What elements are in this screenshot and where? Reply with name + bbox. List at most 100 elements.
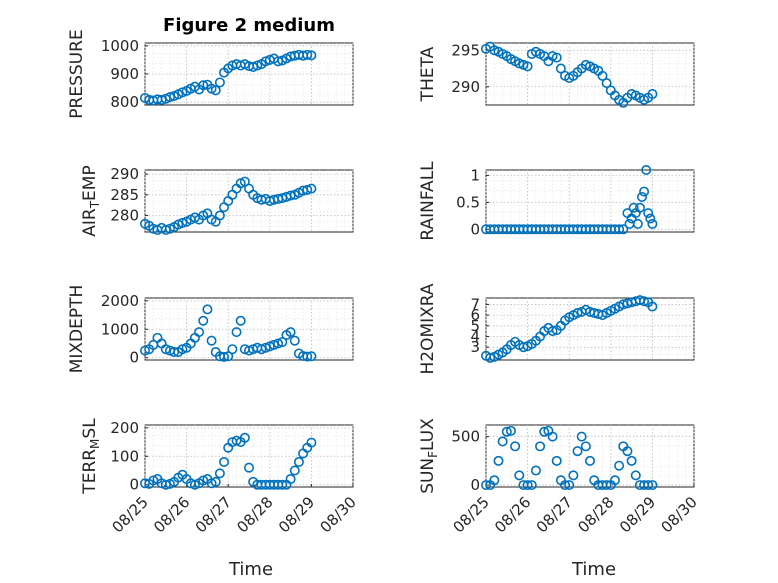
y-tick-label: 5 [470,317,480,335]
data-point [639,186,650,197]
data-point [206,478,217,489]
data-point [277,337,288,348]
y-tick-label: 0 [129,349,139,367]
data-point [214,468,225,479]
data-point [302,49,313,60]
data-point [198,475,209,486]
data-point [140,478,151,489]
data-point [244,462,255,473]
data-point [219,456,230,467]
y-tick-label: 0 [470,476,480,494]
x-tick-label: 08/29 [616,493,659,536]
data-point [518,342,529,353]
data-point [560,480,571,491]
data-point [522,61,533,72]
y-axis-label: MIXDEPTH [67,285,87,374]
axes-box [485,42,695,106]
y-tick-label: 0 [129,476,139,494]
subplot-1: 800 900 1000 PRESSURE [67,29,354,119]
y-axis-label: PRESSURE [67,29,87,118]
y-axis-label-main: AIR [80,208,100,237]
data-point [639,296,650,307]
data-point [252,60,263,71]
subplot-3: 280 285 290 AIRTEMP [80,165,354,237]
x-tick-label: 08/29 [275,493,318,536]
data-point [618,224,629,235]
data-point [239,432,250,443]
data-point [198,80,209,91]
data-point [285,190,296,201]
data-point [177,344,188,355]
data-point [551,455,562,466]
data-point [597,70,608,81]
data-point [210,476,221,487]
data-point [302,184,313,195]
y-tick-label: 4 [470,327,480,345]
data-point [219,351,230,362]
y-axis-label-tail: LUX [418,418,438,451]
y-tick-label: 2000 [101,292,139,310]
data-point [140,345,151,356]
x-tick-label: 08/25 [109,493,152,536]
subplot-2: 290 295 THETA [418,41,695,108]
data-point [601,480,612,491]
data-point [210,85,221,96]
data-point [223,351,234,362]
data-point [189,479,200,490]
y-tick-label: 6 [470,306,480,324]
data-point [235,315,246,326]
data-point [564,480,575,491]
data-point [568,470,579,481]
y-axis-label: SUNFLUX [418,418,440,494]
x-tick-label: 08/30 [658,493,701,536]
data-point [526,480,537,491]
data-point [643,208,654,219]
data-point [160,224,171,235]
y-axis-label-subscript: F [426,451,440,458]
y-axis-label-tail: SL [80,418,100,439]
figure-title: Figure 2 medium [163,15,335,36]
axes-box [485,169,695,233]
data-point [194,327,205,338]
data-point [306,437,317,448]
data-point [214,77,225,88]
data-point [547,326,558,337]
data-point [493,455,504,466]
data-point [576,431,587,442]
data-point [177,87,188,98]
data-point [539,426,550,437]
x-tick-label: 08/26 [491,493,534,536]
y-tick-label: 280 [110,206,139,224]
y-axis-label-subscript: M [88,439,102,449]
data-point [505,425,516,436]
y-tick-label: 290 [110,165,139,183]
data-point [632,218,643,229]
y-tick-label: 100 [110,447,139,465]
data-point [647,89,658,100]
y-axis-label-subscript: T [88,200,102,209]
data-point [551,52,562,63]
y-tick-label: 3 [470,338,480,356]
data-point [636,191,647,202]
y-tick-label: 500 [451,428,480,446]
y-tick-label: 285 [110,186,139,204]
data-point [302,351,313,362]
data-point [535,441,546,452]
data-point [148,475,159,486]
data-point [572,307,583,318]
data-point [256,344,267,355]
data-point [514,470,525,481]
data-point [547,431,558,442]
data-point [306,351,317,362]
data-point [169,347,180,358]
axes-box [144,424,354,488]
data-point [202,304,213,315]
y-tick-label: 1000 [101,320,139,338]
x-tick-label: 08/27 [533,493,576,536]
data-point [293,456,304,467]
data-point [647,301,658,312]
data-point [530,465,541,476]
data-point [614,460,625,471]
y-axis-label: TERRMSL [80,418,102,495]
